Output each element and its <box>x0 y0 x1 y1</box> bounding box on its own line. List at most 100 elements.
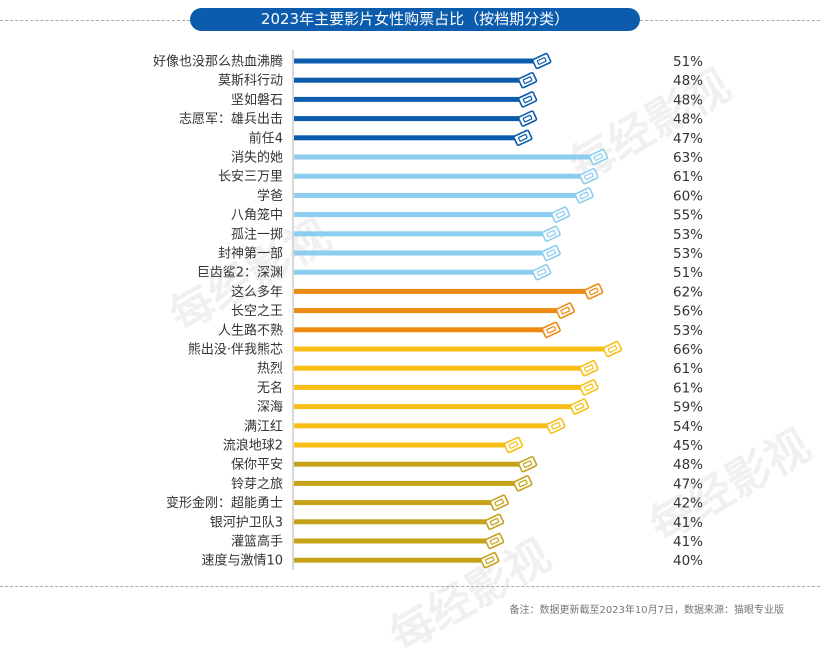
ticket-icon <box>602 340 623 358</box>
ticket-icon <box>513 129 533 147</box>
bar <box>294 231 544 237</box>
bar-chart: 好像也没那么热血沸腾 51% 莫斯科行动 48% 坚如磐石 48% 志愿军：雄兵出击 48% 前… <box>153 50 703 570</box>
value-label: 66% <box>673 342 703 358</box>
category-label: 这么多年 <box>231 284 283 300</box>
value-label: 56% <box>673 304 703 320</box>
category-label: 灌篮高手 <box>231 534 283 550</box>
category-label: 八角笼中 <box>231 207 283 223</box>
ticket-icon <box>550 206 571 223</box>
category-label: 莫斯科行动 <box>218 74 283 89</box>
bar <box>294 365 581 371</box>
category-label: 封神第一部 <box>218 247 283 262</box>
bar <box>294 423 548 429</box>
category-label: 志愿军：雄兵出击 <box>179 112 283 127</box>
bottom-divider <box>0 586 820 587</box>
value-label: 45% <box>673 438 703 454</box>
ticket-icon <box>503 436 524 454</box>
title-divider-left <box>0 20 190 21</box>
bar <box>294 346 605 352</box>
bar <box>294 327 544 333</box>
value-label: 62% <box>673 284 703 300</box>
ticket-icon <box>574 187 594 204</box>
ticket-icon <box>579 379 599 396</box>
bar <box>294 58 534 64</box>
bar <box>294 480 515 486</box>
ticket-icon <box>517 71 538 89</box>
title-divider-right <box>640 20 820 21</box>
bar <box>294 442 506 448</box>
ticket-icon <box>583 283 604 300</box>
value-label: 61% <box>673 169 703 185</box>
value-label: 42% <box>673 496 703 512</box>
ticket-icon <box>532 263 552 281</box>
ticket-icon <box>532 52 552 70</box>
bar <box>294 250 544 256</box>
value-label: 59% <box>673 400 703 416</box>
value-label: 53% <box>673 246 703 262</box>
value-label: 47% <box>673 476 703 492</box>
bar <box>294 538 487 544</box>
value-label: 48% <box>673 92 703 108</box>
value-label: 41% <box>673 534 703 550</box>
ticket-icon <box>484 532 505 550</box>
ticket-icon <box>517 455 538 473</box>
value-label: 51% <box>673 265 703 281</box>
category-label: 孤注一掷 <box>231 227 283 242</box>
value-label: 61% <box>673 380 703 396</box>
category-label: 铃芽之旅 <box>231 477 283 492</box>
value-label: 55% <box>673 208 703 224</box>
category-label: 保你平安 <box>231 458 283 473</box>
chart-title: 2023年主要影片女性购票占比（按档期分类） <box>190 8 640 31</box>
bar <box>294 96 520 102</box>
bar <box>294 500 492 506</box>
value-label: 60% <box>673 188 703 204</box>
category-label: 人生路不熟 <box>218 322 283 338</box>
bar <box>294 212 553 218</box>
value-label: 53% <box>673 227 703 243</box>
bar <box>294 404 572 410</box>
value-label: 41% <box>673 515 703 531</box>
ticket-icon <box>541 321 561 339</box>
value-label: 40% <box>673 553 703 569</box>
category-label: 好像也没那么热血沸腾 <box>153 54 283 70</box>
ticket-icon <box>546 417 566 435</box>
category-label: 变形金刚：超能勇士 <box>166 495 283 511</box>
bar <box>294 557 482 563</box>
category-label: 长安三万里 <box>218 170 283 185</box>
value-label: 47% <box>673 131 703 147</box>
ticket-icon <box>517 91 538 108</box>
category-label: 熊出没·伴我熊芯 <box>188 342 283 358</box>
category-label: 银河护卫队3 <box>210 515 283 530</box>
bar <box>294 135 515 141</box>
bar <box>294 288 586 294</box>
category-label: 长空之王 <box>231 304 283 319</box>
category-label: 速度与激情10 <box>201 553 283 569</box>
bar <box>294 173 581 179</box>
ticket-icon <box>480 551 500 569</box>
ticket-icon <box>579 167 599 185</box>
category-label: 消失的她 <box>231 150 283 166</box>
category-label: 流浪地球2 <box>223 439 283 454</box>
category-label: 热烈 <box>257 362 283 377</box>
footnote: 备注：数据更新截至2023年10月7日，数据来源：猫眼专业版 <box>509 605 784 616</box>
ticket-icon <box>588 148 609 166</box>
value-label: 48% <box>673 73 703 89</box>
ticket-icon <box>541 225 561 243</box>
bar <box>294 519 487 525</box>
ticket-icon <box>489 494 509 511</box>
bar <box>294 384 581 390</box>
category-label: 无名 <box>257 380 283 396</box>
ticket-icon <box>517 110 538 127</box>
ticket-icon <box>579 359 599 377</box>
category-label: 学爸 <box>257 188 283 204</box>
value-label: 63% <box>673 150 703 166</box>
bar <box>294 154 591 160</box>
value-label: 53% <box>673 323 703 339</box>
bar <box>294 192 577 198</box>
category-label: 巨齿鲨2：深渊 <box>197 266 283 281</box>
bar <box>294 461 520 467</box>
ticket-icon <box>484 513 505 531</box>
ticket-icon <box>569 398 590 415</box>
category-label: 坚如磐石 <box>231 92 283 108</box>
category-label: 前任4 <box>249 130 283 146</box>
